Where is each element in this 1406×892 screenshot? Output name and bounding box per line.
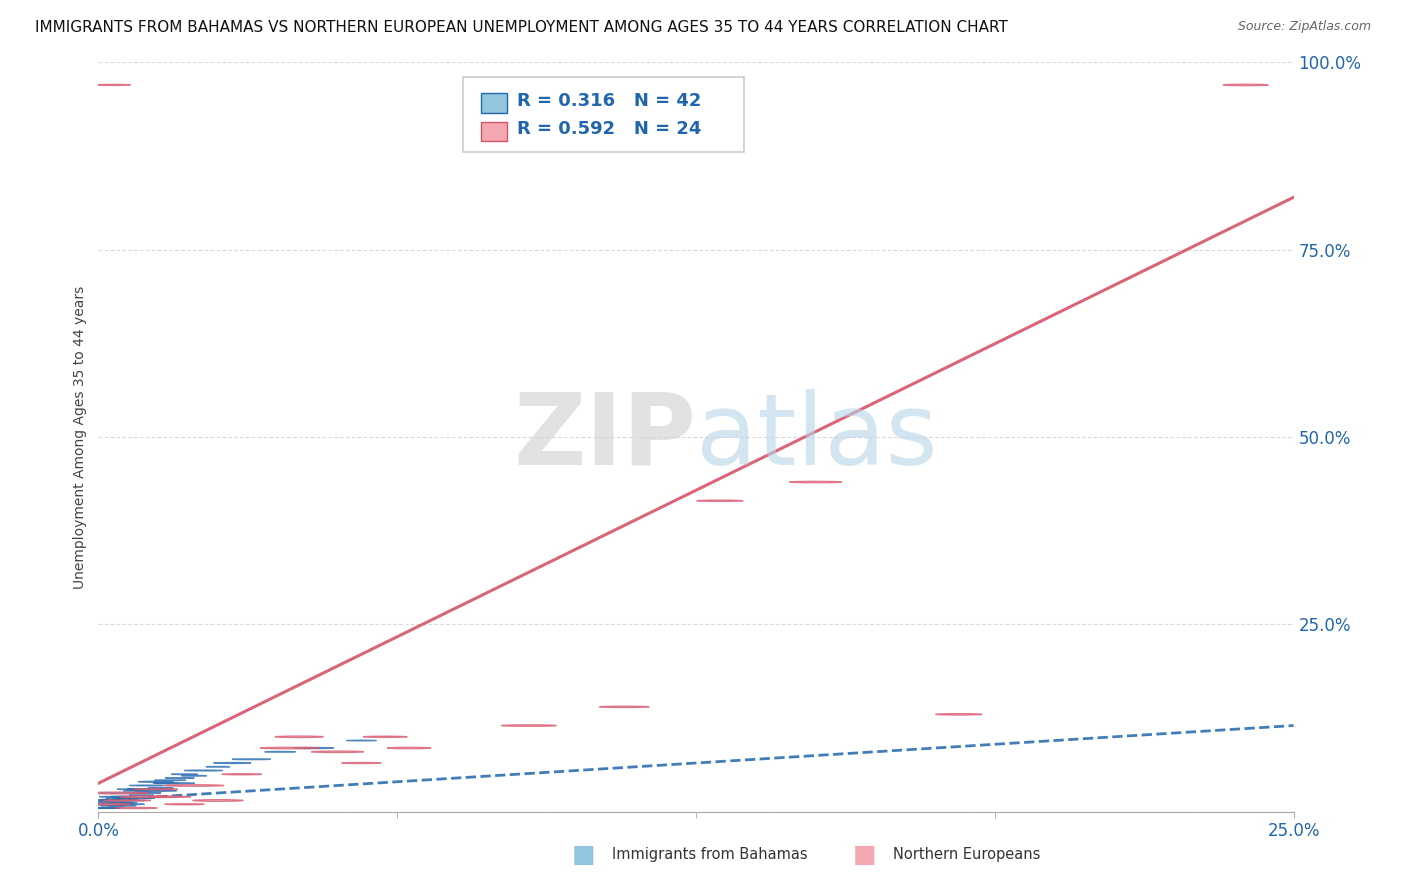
Ellipse shape [118,797,155,798]
Ellipse shape [138,781,173,782]
Ellipse shape [222,773,262,775]
Text: atlas: atlas [696,389,938,485]
Ellipse shape [120,796,173,797]
Ellipse shape [149,796,191,797]
Text: Immigrants from Bahamas: Immigrants from Bahamas [612,847,807,862]
Ellipse shape [84,804,122,805]
Ellipse shape [117,807,157,808]
Ellipse shape [193,799,243,801]
Y-axis label: Unemployment Among Ages 35 to 44 years: Unemployment Among Ages 35 to 44 years [73,285,87,589]
Ellipse shape [87,792,148,794]
FancyBboxPatch shape [481,93,508,112]
Ellipse shape [935,714,983,715]
Ellipse shape [103,800,150,801]
Ellipse shape [135,790,177,791]
Text: R = 0.592   N = 24: R = 0.592 N = 24 [517,120,702,138]
Ellipse shape [93,802,132,803]
Text: ■: ■ [853,843,876,866]
Text: R = 0.316   N = 42: R = 0.316 N = 42 [517,92,702,110]
Ellipse shape [342,763,381,764]
Ellipse shape [1223,84,1268,86]
FancyBboxPatch shape [463,78,744,153]
Text: Source: ZipAtlas.com: Source: ZipAtlas.com [1237,20,1371,33]
Ellipse shape [184,770,224,771]
Text: Northern Europeans: Northern Europeans [893,847,1040,862]
Ellipse shape [105,797,139,798]
Ellipse shape [155,783,195,784]
Ellipse shape [696,500,744,501]
Ellipse shape [789,482,842,483]
Ellipse shape [294,747,333,748]
Ellipse shape [214,763,252,764]
Ellipse shape [276,736,323,738]
Text: ZIP: ZIP [513,389,696,485]
Ellipse shape [363,736,408,738]
Ellipse shape [84,804,131,805]
Ellipse shape [96,85,131,86]
Ellipse shape [501,725,557,726]
FancyBboxPatch shape [481,121,508,141]
Ellipse shape [387,747,432,748]
Ellipse shape [311,751,364,753]
Text: IMMIGRANTS FROM BAHAMAS VS NORTHERN EUROPEAN UNEMPLOYMENT AMONG AGES 35 TO 44 YE: IMMIGRANTS FROM BAHAMAS VS NORTHERN EURO… [35,20,1008,35]
Ellipse shape [260,747,319,748]
Text: ■: ■ [572,843,595,866]
Ellipse shape [111,796,153,797]
Ellipse shape [87,807,118,808]
Ellipse shape [165,804,204,805]
Ellipse shape [165,785,224,786]
Ellipse shape [90,800,125,801]
Ellipse shape [599,706,650,707]
